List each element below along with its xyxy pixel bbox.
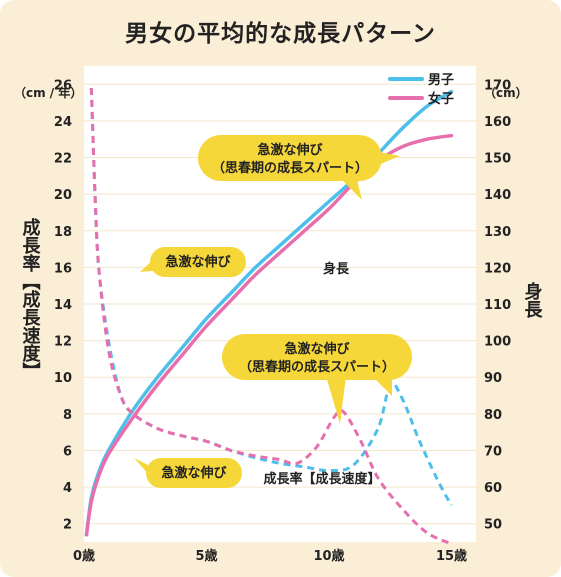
velocity-curve-label: 成長率【成長速度】 <box>263 471 380 487</box>
left-tick-label-10: 22 <box>54 152 72 167</box>
left-tick-label-11: 24 <box>54 115 72 130</box>
right-tick-label-10: 150 <box>484 152 511 167</box>
annotation-velocity-spurt-line2: （思春期の成長スパート） <box>239 359 395 375</box>
left-tick-label-6: 14 <box>54 298 72 313</box>
annotation-velocity-spurt-line1: 急激な伸び <box>284 341 350 357</box>
legend-label-boys: 男子 <box>428 73 454 88</box>
annotation-height-spurt-line2: （思春期の成長スパート） <box>212 160 368 176</box>
left-tick-label-2: 6 <box>63 444 72 459</box>
right-tick-label-6: 110 <box>484 298 511 313</box>
left-tick-label-0: 2 <box>63 518 72 533</box>
x-tick-label-2: 10歳 <box>313 548 344 564</box>
x-tick-labels: 0歳 5歳 10歳 15歳 <box>73 548 467 564</box>
right-tick-label-3: 80 <box>484 408 502 423</box>
annotation-height-spurt-line1: 急激な伸び <box>257 142 323 158</box>
right-axis-unit: （cm） <box>484 85 528 100</box>
right-tick-label-2: 70 <box>484 444 502 459</box>
left-tick-label-9: 20 <box>54 188 72 203</box>
right-tick-label-1: 60 <box>484 481 502 496</box>
chart-title: 男女の平均的な成長パターン <box>125 21 436 47</box>
right-tick-label-7: 120 <box>484 261 511 276</box>
left-tick-label-7: 16 <box>54 261 72 276</box>
left-tick-label-5: 12 <box>54 335 72 350</box>
right-tick-labels: 50 60 70 80 90 100 110 120 130 140 150 160 170 <box>484 78 511 532</box>
left-tick-label-8: 18 <box>54 225 72 240</box>
right-tick-label-8: 130 <box>484 225 511 240</box>
legend-label-girls: 女子 <box>428 91 454 107</box>
height-curve-label: 身長 <box>323 261 350 277</box>
right-tick-label-4: 90 <box>484 371 502 386</box>
right-tick-label-11: 160 <box>484 115 511 130</box>
series-line-3 <box>89 87 453 546</box>
annotation-infant-height-text: 急激な伸び <box>161 465 227 481</box>
annotation-infant-velocity: 急激な伸び <box>140 247 246 277</box>
left-axis-unit: （cm / 年） <box>14 85 82 100</box>
annotation-velocity-spurt: 急激な伸び （思春期の成長スパート） <box>222 334 412 424</box>
left-tick-label-3: 8 <box>63 408 72 423</box>
right-tick-label-0: 50 <box>484 518 502 533</box>
annotation-infant-height: 急激な伸び <box>134 458 242 488</box>
right-tick-label-12: 170 <box>484 78 511 93</box>
annotation-height-spurt: 急激な伸び （思春期の成長スパート） <box>198 135 400 200</box>
left-tick-label-4: 10 <box>54 371 72 386</box>
left-tick-label-12: 26 <box>54 78 72 93</box>
x-tick-label-0: 0歳 <box>73 548 95 564</box>
left-tick-label-1: 4 <box>63 481 72 496</box>
x-tick-label-3: 15歳 <box>436 548 467 564</box>
annotation-infant-velocity-text: 急激な伸び <box>165 254 231 270</box>
right-tick-label-9: 140 <box>484 188 511 203</box>
left-axis-label: 成長率【成長速度】 <box>20 217 41 380</box>
x-tick-label-1: 5歳 <box>195 548 217 564</box>
right-axis-label: 身長 <box>522 281 543 319</box>
right-tick-label-5: 100 <box>484 335 511 350</box>
